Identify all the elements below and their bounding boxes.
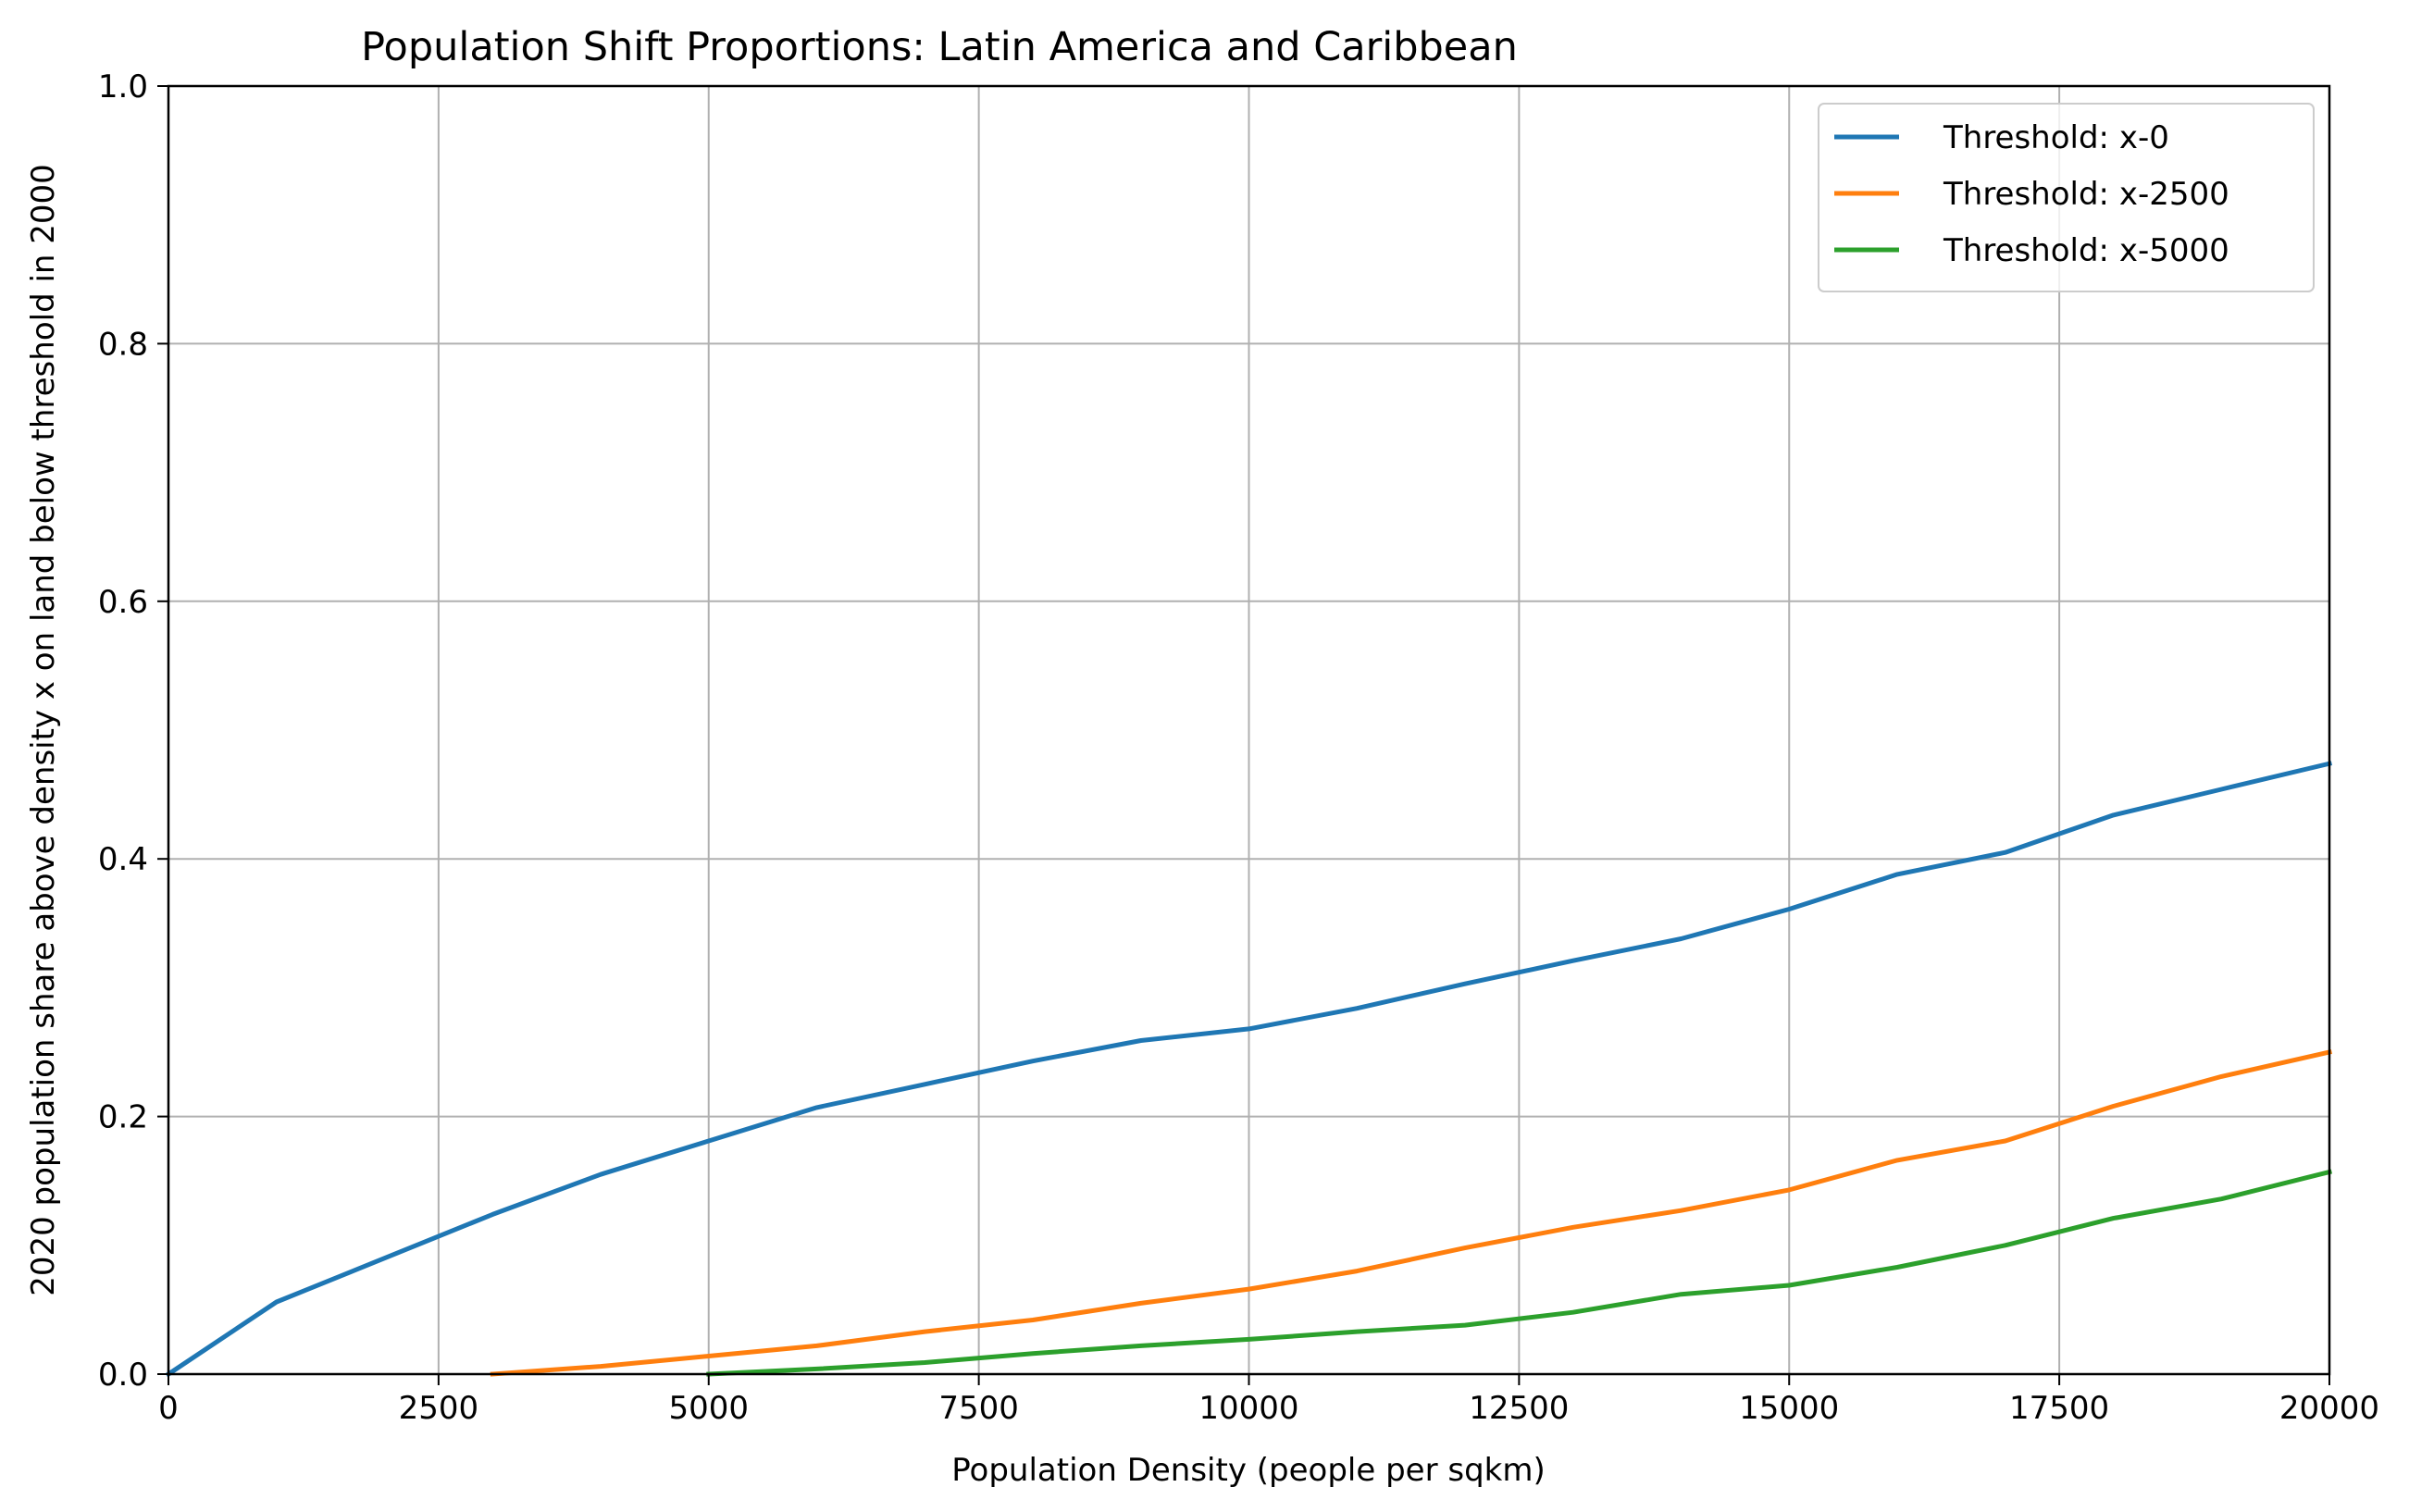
y-tick-label: 0.0 xyxy=(98,1357,148,1394)
series-line-2 xyxy=(490,1049,2332,1377)
x-tick-label: 0 xyxy=(158,1390,179,1427)
x-tick-label: 12500 xyxy=(1469,1390,1569,1427)
x-tick-label: 20000 xyxy=(2279,1390,2379,1427)
y-tick-label: 0.2 xyxy=(98,1099,148,1136)
legend: Threshold: x-0 Threshold: x-2500 Threshold… xyxy=(1818,103,2315,292)
legend-label: Threshold: x-5000 xyxy=(1943,232,2229,269)
series-line-1 xyxy=(165,761,2333,1378)
x-tick-label: 5000 xyxy=(668,1390,749,1427)
x-tick-label: 10000 xyxy=(1198,1390,1298,1427)
legend-label: Threshold: x-2500 xyxy=(1943,176,2229,213)
x-tick-label: 17500 xyxy=(2009,1390,2109,1427)
x-axis-label: Population Density (people per sqkm) xyxy=(951,1452,1545,1489)
y-tick-label: 0.6 xyxy=(98,584,148,621)
y-tick-label: 1.0 xyxy=(98,68,148,105)
x-tick-label: 7500 xyxy=(938,1390,1019,1427)
y-tick-label: 0.8 xyxy=(98,326,148,363)
series-lines xyxy=(165,761,2333,1378)
y-tick-label: 0.4 xyxy=(98,841,148,878)
series-line-3 xyxy=(706,1169,2333,1377)
legend-label: Threshold: x-0 xyxy=(1943,119,2169,156)
legend-box xyxy=(1818,103,2315,292)
y-axis-label: 2020 population share above density x on… xyxy=(25,164,62,1296)
axis-ticks: 0 2500 5000 7500 10000 12500 15000 17500 20000 0.… xyxy=(98,68,2379,1427)
x-tick-label: 2500 xyxy=(399,1390,479,1427)
x-tick-label: 15000 xyxy=(1739,1390,1839,1427)
chart-title: Population Shift Proportions: Latin Amer… xyxy=(361,24,1518,70)
